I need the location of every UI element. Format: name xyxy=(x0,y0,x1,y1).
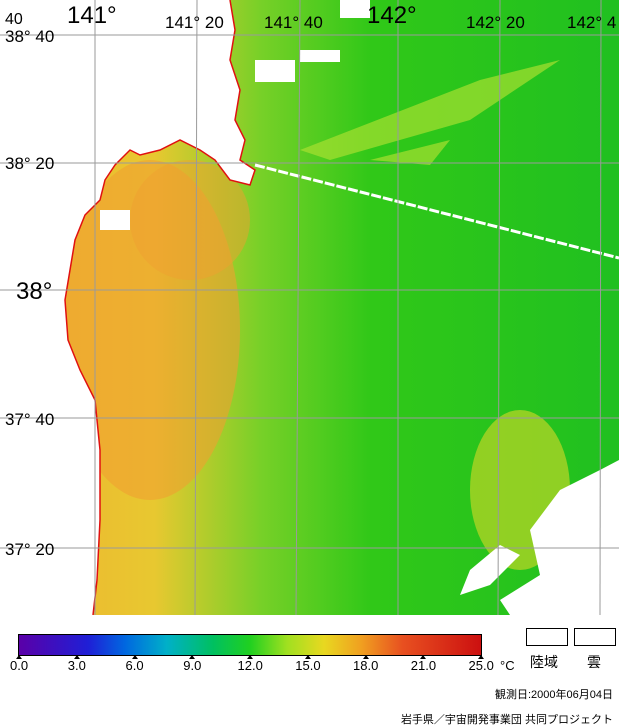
cloud-patch xyxy=(100,210,130,230)
colorbar-tick-mark xyxy=(304,655,311,659)
credit-text: 岩手県／宇宙開発事業団 共同プロジェクト xyxy=(400,714,613,726)
lon-label-141-40: 141° 40 xyxy=(264,13,323,32)
colorbar-tick-mark xyxy=(247,655,253,659)
sst-map xyxy=(0,0,619,615)
colorbar-tick-label: 15.0 xyxy=(295,658,321,673)
cloud-patch xyxy=(300,50,340,62)
colorbar-tick-mark xyxy=(16,655,22,659)
lon-label-141-20: 141° 20 xyxy=(165,13,224,32)
cloud-patch xyxy=(460,545,520,595)
graticule xyxy=(0,0,619,615)
coastline xyxy=(64,0,256,615)
lat-label-38: 38° xyxy=(16,278,53,305)
lat-label-37-20: 37° 20 xyxy=(5,540,55,559)
lat-label-38-40: 38° 40 xyxy=(5,27,55,46)
warm-water-patch xyxy=(130,160,250,280)
cloud-patch xyxy=(255,60,295,82)
land-legend-swatch xyxy=(526,628,568,646)
cool-streak xyxy=(300,60,560,160)
cloud-patch xyxy=(500,460,619,615)
colorbar-unit: °C xyxy=(500,658,515,673)
lat-label-37-40: 37° 40 xyxy=(5,410,55,429)
cool-streak xyxy=(370,140,450,165)
cloud-legend-swatch xyxy=(574,628,616,646)
colorbar-tick-mark xyxy=(131,655,138,659)
colorbar-tick-label: 21.0 xyxy=(410,658,437,673)
colorbar-tick-mark xyxy=(420,655,427,659)
colorbar-tick-label: 12.0 xyxy=(237,658,263,673)
lon-label-141: 141° xyxy=(67,2,117,29)
cloud-legend-label: 雲 xyxy=(587,654,601,670)
temperature-colorbar xyxy=(18,634,482,656)
corner-lat-label: 40 xyxy=(5,11,23,28)
colorbar-tick-mark xyxy=(362,655,369,659)
colorbar-tick-label: 25.0 xyxy=(468,658,494,673)
satellite-track xyxy=(254,163,619,260)
colorbar-tick-label: 0.0 xyxy=(10,658,29,673)
lon-label-142-20: 142° 20 xyxy=(466,13,525,32)
cloud-patch xyxy=(340,0,370,18)
colorbar-tick-mark xyxy=(73,655,80,659)
observation-date: 観測日:2000年06月04日 xyxy=(495,689,613,701)
colorbar-tick-label: 3.0 xyxy=(67,658,86,673)
lat-label-38-20: 38° 20 xyxy=(5,154,55,173)
colorbar-tick-label: 18.0 xyxy=(353,658,379,673)
land-legend-label: 陸域 xyxy=(530,654,558,670)
colorbar-tick-label: 9.0 xyxy=(183,658,202,673)
lon-label-142: 142° xyxy=(367,2,417,29)
land-area xyxy=(0,0,255,615)
lon-label-142-40: 142° 4 xyxy=(567,13,617,32)
colorbar-tick-mark xyxy=(189,655,196,659)
colorbar-tick-mark xyxy=(478,655,484,659)
colorbar-tick-label: 6.0 xyxy=(125,658,144,673)
